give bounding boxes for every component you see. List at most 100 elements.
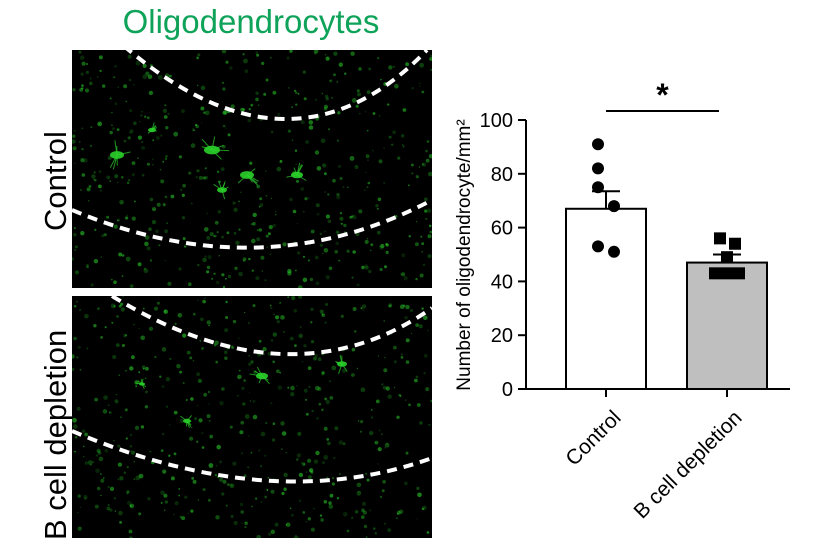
fluorescence-speck xyxy=(85,62,89,66)
fluorescence-speck xyxy=(289,336,294,341)
fluorescence-speck xyxy=(95,454,98,457)
fluorescence-speck xyxy=(426,531,430,534)
fluorescence-speck xyxy=(222,285,226,288)
fluorescence-speck xyxy=(248,322,251,324)
fluorescence-speck xyxy=(281,431,287,436)
fluorescence-speck xyxy=(289,50,293,53)
fluorescence-speck xyxy=(256,53,260,57)
fluorescence-speck xyxy=(118,252,123,257)
fluorescence-speck xyxy=(193,312,196,316)
fluorescence-speck xyxy=(370,243,374,247)
fluorescence-speck xyxy=(360,307,363,310)
fluorescence-speck xyxy=(159,168,162,171)
fluorescence-speck xyxy=(365,154,370,159)
fluorescence-speck xyxy=(310,307,314,311)
fluorescence-speck xyxy=(125,100,127,103)
fluorescence-speck xyxy=(418,166,421,168)
fluorescence-speck xyxy=(98,170,102,173)
fluorescence-speck xyxy=(321,408,324,412)
fluorescence-speck xyxy=(319,243,323,247)
fluorescence-speck xyxy=(362,510,367,515)
fluorescence-speck xyxy=(151,158,154,161)
fluorescence-speck xyxy=(323,230,327,233)
fluorescence-speck xyxy=(164,157,168,161)
fluorescence-speck xyxy=(109,130,113,135)
cell-process xyxy=(296,174,307,181)
fluorescence-speck xyxy=(115,343,120,347)
cell-process xyxy=(112,154,118,170)
fluorescence-speck xyxy=(377,463,379,465)
fluorescence-speck xyxy=(291,106,293,109)
fluorescence-speck xyxy=(73,232,77,237)
fluorescence-speck xyxy=(170,194,175,199)
cell-process xyxy=(217,180,223,191)
fluorescence-speck xyxy=(144,377,147,380)
fluorescence-speck xyxy=(93,171,96,174)
fluorescence-speck xyxy=(358,209,363,214)
cell-process xyxy=(186,415,192,422)
fluorescence-speck xyxy=(213,272,216,275)
fluorescence-speck xyxy=(145,390,148,394)
fluorescence-speck xyxy=(125,370,127,372)
fluorescence-speck xyxy=(369,249,372,252)
cell-process xyxy=(246,174,253,183)
fluorescence-speck xyxy=(296,536,300,538)
fluorescence-speck xyxy=(163,309,167,313)
fluorescence-speck xyxy=(126,500,132,506)
fluorescence-speck xyxy=(242,53,245,56)
fluorescence-speck xyxy=(82,445,85,448)
fluorescence-speck xyxy=(119,476,124,481)
fluorescence-speck xyxy=(364,189,366,191)
fluorescence-speck xyxy=(155,229,159,233)
fluorescence-speck xyxy=(296,385,298,387)
fluorescence-speck xyxy=(240,191,242,193)
fluorescence-speck xyxy=(213,235,216,238)
fluorescence-speck xyxy=(276,166,282,172)
fluorescence-speck xyxy=(200,85,206,91)
fluorescence-speck xyxy=(75,436,78,439)
fluorescence-speck xyxy=(144,405,149,409)
fluorescence-speck xyxy=(336,195,341,200)
fluorescence-speck xyxy=(248,355,250,357)
fluorescence-speck xyxy=(241,386,245,391)
fluorescence-speck xyxy=(81,61,86,66)
fluorescence-speck xyxy=(196,169,200,173)
fluorescence-speck xyxy=(222,87,226,91)
micrograph-b-cell-depletion xyxy=(72,296,432,538)
fluorescence-speck xyxy=(325,97,329,101)
fluorescence-speck xyxy=(301,462,303,464)
fluorescence-speck xyxy=(369,509,372,512)
fluorescence-speck xyxy=(272,90,277,95)
micrograph-b-cell-depletion-image xyxy=(72,296,432,538)
cell-process xyxy=(246,168,256,176)
fluorescence-speck xyxy=(417,492,422,498)
fluorescence-speck xyxy=(308,120,314,125)
fluorescence-speck xyxy=(383,182,385,184)
fluorescence-speck xyxy=(324,172,327,176)
fluorescence-speck xyxy=(126,465,129,469)
fluorescence-speck xyxy=(268,532,272,536)
bar-control xyxy=(565,207,647,390)
fluorescence-speck xyxy=(362,309,365,312)
cell-process xyxy=(286,174,298,178)
fluorescence-speck xyxy=(338,62,343,67)
fluorescence-speck xyxy=(305,412,309,416)
fluorescence-speck xyxy=(84,313,89,319)
fluorescence-speck xyxy=(98,456,104,462)
fluorescence-speck xyxy=(238,337,240,340)
fluorescence-speck xyxy=(310,527,315,532)
fluorescence-speck xyxy=(280,315,285,320)
fluorescence-speck xyxy=(405,62,409,67)
fluorescence-speck xyxy=(120,416,122,419)
fluorescence-speck xyxy=(259,197,263,201)
fluorescence-speck xyxy=(419,85,421,87)
fluorescence-speck xyxy=(137,157,139,159)
fluorescence-speck xyxy=(125,256,131,262)
data-point xyxy=(608,245,620,258)
fluorescence-speck xyxy=(131,173,135,177)
fluorescence-speck xyxy=(258,205,261,208)
fluorescence-speck xyxy=(164,104,167,107)
fluorescence-speck xyxy=(421,307,424,310)
fluorescence-speck xyxy=(197,378,202,383)
fluorescence-speck xyxy=(375,204,379,208)
